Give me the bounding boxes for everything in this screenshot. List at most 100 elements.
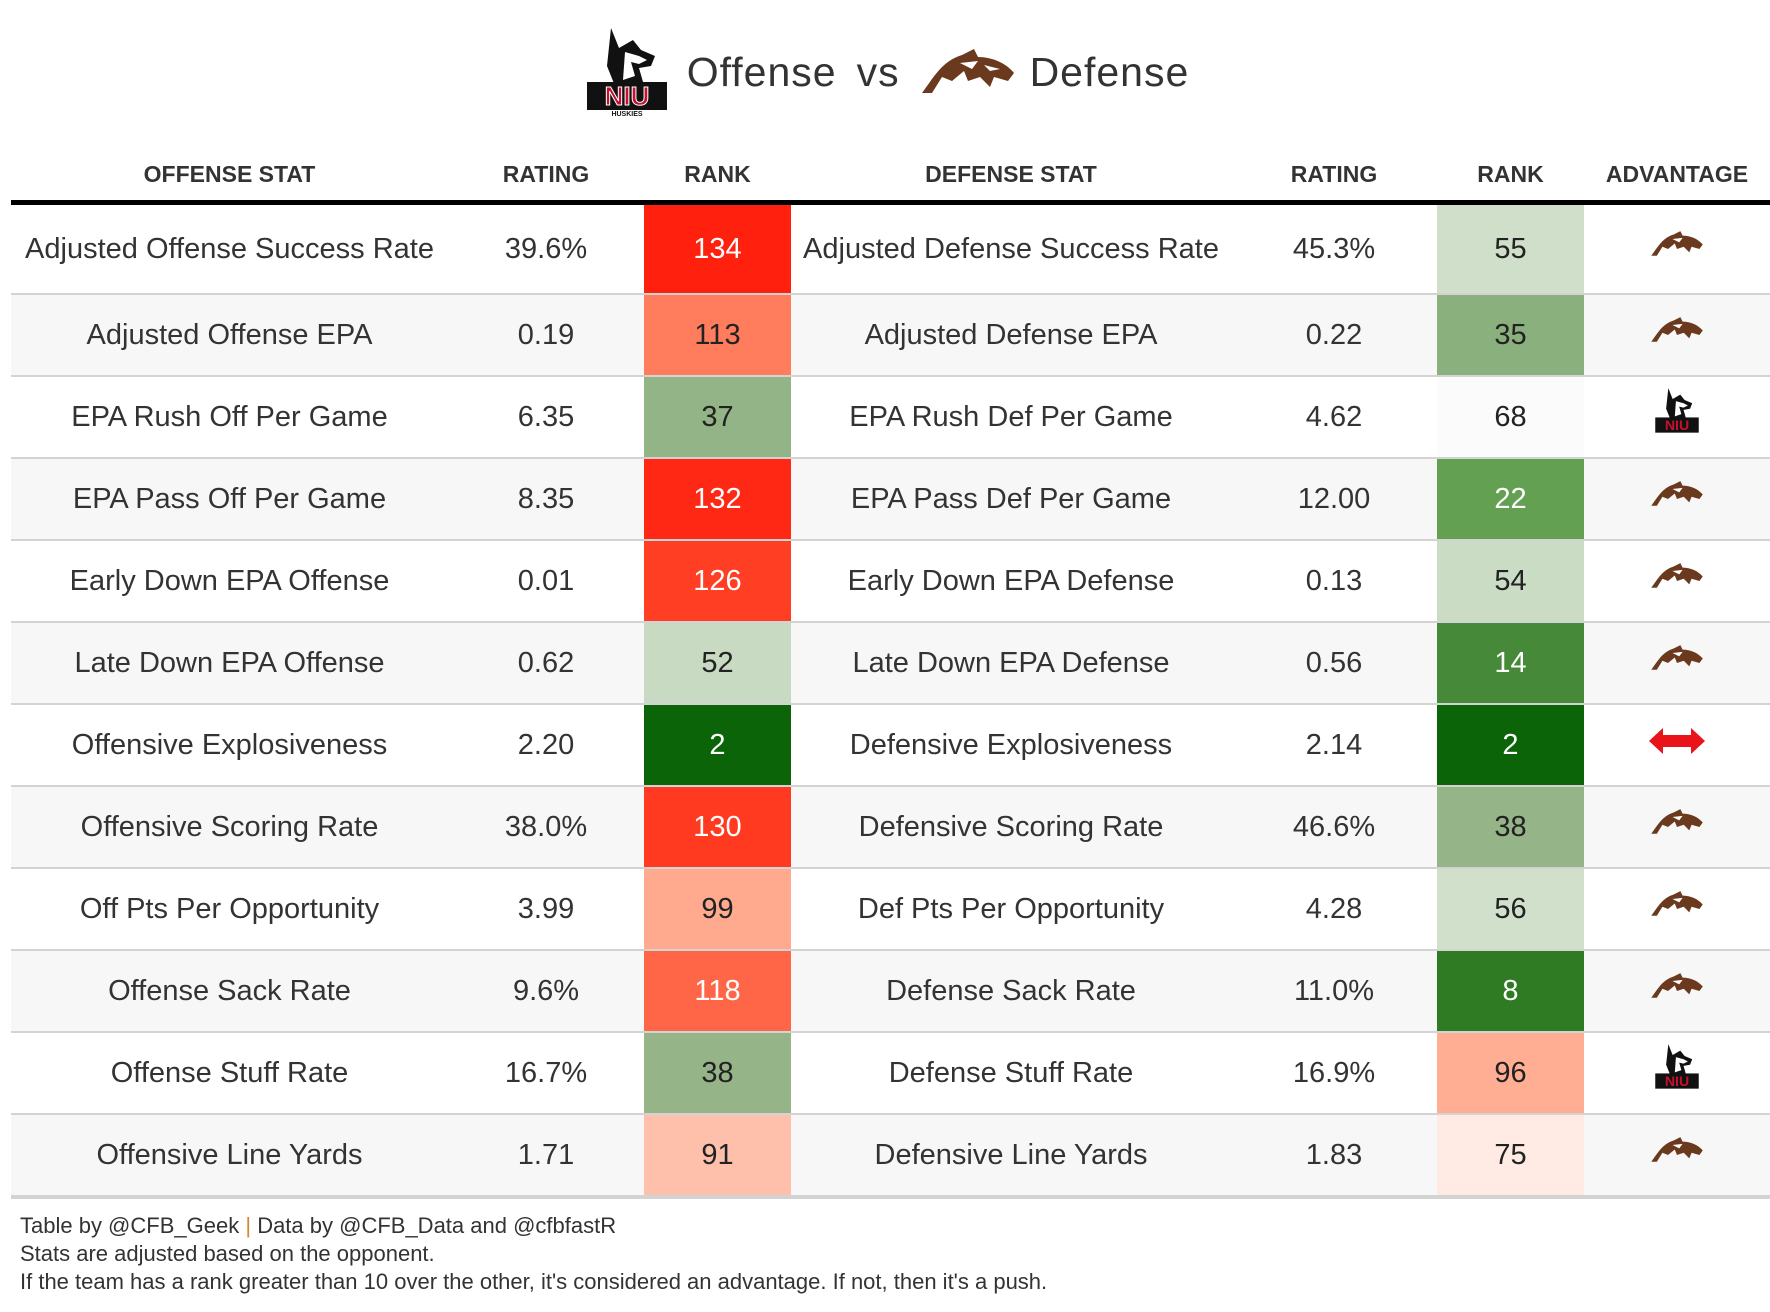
offense-rank: 38 <box>644 1033 791 1113</box>
offense-rank: 130 <box>644 787 791 867</box>
defense-rating: 4.28 <box>1305 893 1363 925</box>
offense-rating: 0.01 <box>517 565 575 597</box>
bronco-icon <box>1649 562 1705 600</box>
defense-rank: 14 <box>1437 623 1584 703</box>
footer-separator: | <box>245 1213 252 1238</box>
advantage-cell <box>1584 869 1770 949</box>
bronco-icon <box>1649 230 1705 268</box>
advantage-cell <box>1584 951 1770 1031</box>
defense-stat: Late Down EPA Defense <box>852 647 1170 679</box>
niu-husky-icon: NIU <box>1652 387 1702 447</box>
offense-stat: Offensive Line Yards <box>96 1139 363 1171</box>
offense-rating: 6.35 <box>517 401 575 433</box>
defense-rating: 0.13 <box>1305 565 1363 597</box>
advantage-cell: NIU <box>1584 1033 1770 1113</box>
defense-stat: Defensive Explosiveness <box>849 729 1173 761</box>
header-offense-rating: RATING <box>502 160 590 187</box>
offense-stat: Offensive Explosiveness <box>71 729 388 761</box>
footer: Table by @CFB_Geek | Data by @CFB_Data a… <box>20 1212 1047 1296</box>
bronco-icon <box>1649 644 1705 682</box>
header-rule <box>11 200 1770 205</box>
defense-rank: 35 <box>1437 295 1584 375</box>
defense-rating: 16.9% <box>1292 1057 1376 1089</box>
offense-rank: 52 <box>644 623 791 703</box>
defense-rank: 54 <box>1437 541 1584 621</box>
offense-rank: 113 <box>644 295 791 375</box>
defense-rank: 22 <box>1437 459 1584 539</box>
bronco-icon <box>1649 972 1705 1010</box>
defense-rank: 56 <box>1437 869 1584 949</box>
offense-rank: 134 <box>644 205 791 293</box>
offense-rank: 99 <box>644 869 791 949</box>
stats-table: Adjusted Offense Success Rate 39.6% 134 Adj… <box>11 205 1770 1199</box>
table-row: EPA Rush Off Per Game 6.35 37 EPA Rush Def … <box>11 377 1770 459</box>
footer-data-credit: Data by @CFB_Data and @cfbfastR <box>257 1213 617 1238</box>
table-header: OFFENSE STAT RATING RANK DEFENSE STAT RA… <box>11 152 1770 196</box>
advantage-cell <box>1584 295 1770 375</box>
header-advantage: ADVANTAGE <box>1605 160 1749 187</box>
offense-stat: Off Pts Per Opportunity <box>79 893 380 925</box>
offense-rank: 126 <box>644 541 791 621</box>
defense-stat: Defense Sack Rate <box>886 975 1136 1007</box>
offense-rating: 2.20 <box>517 729 575 761</box>
advantage-cell <box>1584 1115 1770 1195</box>
svg-text:NIU: NIU <box>1665 417 1689 433</box>
double-arrow-icon <box>1649 726 1705 764</box>
bronco-icon <box>1649 316 1705 354</box>
offense-rank: 2 <box>644 705 791 785</box>
offense-stat: EPA Rush Off Per Game <box>71 401 388 433</box>
header-offense-rank: RANK <box>684 160 751 187</box>
offense-rank: 118 <box>644 951 791 1031</box>
offense-stat: Adjusted Offense Success Rate <box>25 233 434 265</box>
defense-title: Defense <box>1029 48 1190 95</box>
defense-rank: 38 <box>1437 787 1584 867</box>
advantage-cell <box>1584 787 1770 867</box>
title: NIU HUSKIES Offense vs Defense <box>0 26 1770 118</box>
header-defense-stat: DEFENSE STAT <box>925 160 1097 187</box>
defense-rank: 2 <box>1437 705 1584 785</box>
advantage-cell <box>1584 541 1770 621</box>
advantage-cell <box>1584 205 1770 293</box>
defense-rank: 8 <box>1437 951 1584 1031</box>
offense-rank: 91 <box>644 1115 791 1195</box>
table-row: Offense Stuff Rate 16.7% 38 Defense Stuff R… <box>11 1033 1770 1115</box>
defense-stat: EPA Pass Def Per Game <box>850 483 1172 515</box>
defense-stat: Defensive Scoring Rate <box>858 811 1164 843</box>
offense-stat: Offense Stuff Rate <box>110 1057 349 1089</box>
defense-rank: 68 <box>1437 377 1584 457</box>
defense-rating: 12.00 <box>1297 483 1371 515</box>
table-row: Offensive Scoring Rate 38.0% 130 Defensive … <box>11 787 1770 869</box>
bronco-icon <box>1649 808 1705 846</box>
table-row: Offensive Explosiveness 2.20 2 Defensive Ex… <box>11 705 1770 787</box>
header-defense-rank: RANK <box>1477 160 1544 187</box>
table-row: EPA Pass Off Per Game 8.35 132 EPA Pass Def… <box>11 459 1770 541</box>
offense-stat: Late Down EPA Offense <box>74 647 385 679</box>
footer-note-advantage: If the team has a rank greater than 10 o… <box>20 1269 1048 1294</box>
defense-rating: 4.62 <box>1305 401 1363 433</box>
table-row: Off Pts Per Opportunity 3.99 99 Def Pts Per… <box>11 869 1770 951</box>
defense-rating: 45.3% <box>1292 233 1376 265</box>
svg-text:NIU: NIU <box>604 81 649 111</box>
offense-rating: 0.19 <box>517 319 575 351</box>
offense-rating: 1.71 <box>517 1139 575 1171</box>
offense-rank: 132 <box>644 459 791 539</box>
defense-stat: Defensive Line Yards <box>874 1139 1148 1171</box>
defense-rank: 96 <box>1437 1033 1584 1113</box>
svg-text:NIU: NIU <box>1665 1073 1689 1089</box>
defense-rating: 0.56 <box>1305 647 1363 679</box>
offense-stat: Offense Sack Rate <box>108 975 351 1007</box>
advantage-cell <box>1584 705 1770 785</box>
defense-rating: 2.14 <box>1305 729 1363 761</box>
offense-rating: 8.35 <box>517 483 575 515</box>
defense-rating: 1.83 <box>1305 1139 1363 1171</box>
bronco-logo <box>920 47 1016 97</box>
svg-text:HUSKIES: HUSKIES <box>611 111 642 118</box>
offense-rank: 37 <box>644 377 791 457</box>
advantage-cell <box>1584 459 1770 539</box>
defense-stat: Early Down EPA Defense <box>847 565 1175 597</box>
advantage-cell: NIU <box>1584 377 1770 457</box>
footer-table-credit: Table by @CFB_Geek <box>20 1213 240 1238</box>
defense-stat: Adjusted Defense EPA <box>864 319 1158 351</box>
offense-stat: Offensive Scoring Rate <box>80 811 379 843</box>
offense-stat: Adjusted Offense EPA <box>86 319 373 351</box>
